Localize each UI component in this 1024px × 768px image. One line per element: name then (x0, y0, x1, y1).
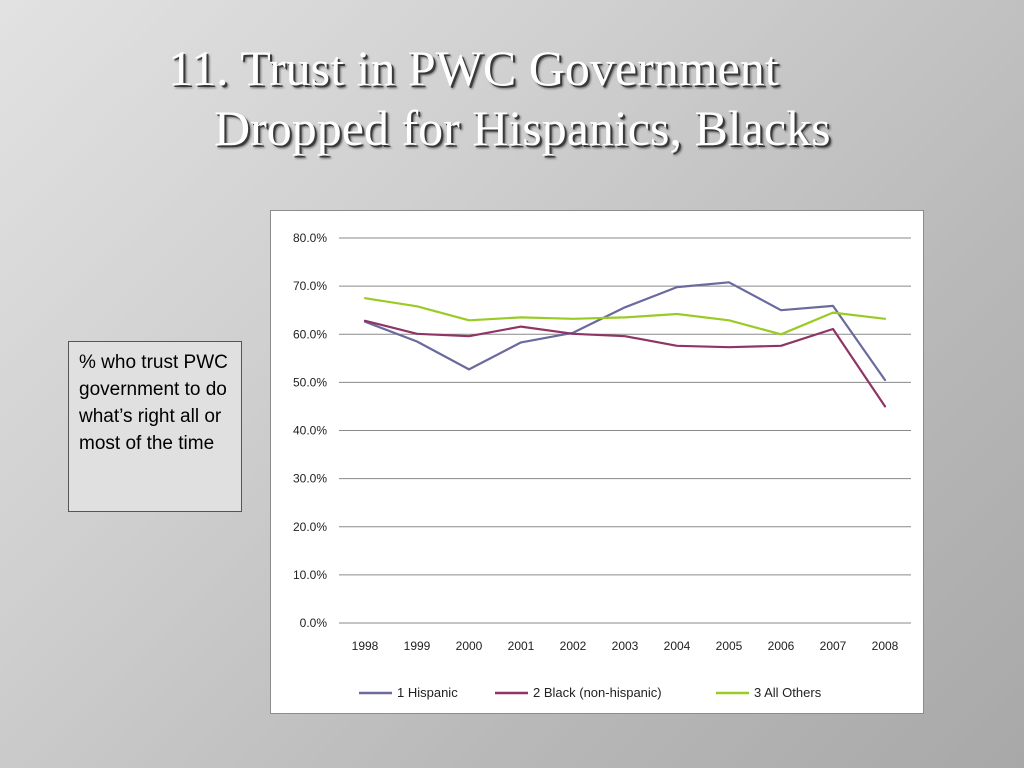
chart-note-box: % who trust PWC government to do what’s … (68, 341, 242, 512)
y-tick-label: 30.0% (293, 472, 327, 486)
legend-label: 3 All Others (754, 685, 822, 700)
title-line-2: Dropped for Hispanics, Blacks (214, 100, 831, 156)
legend-label: 1 Hispanic (397, 685, 458, 700)
chart-frame: 0.0% 10.0% 20.0% 30.0% 40.0% 50.0% 60.0% 70.0% 8… (270, 210, 924, 714)
y-tick-label: 0.0% (300, 616, 328, 630)
y-tick-label: 50.0% (293, 375, 327, 389)
x-tick-label: 2007 (820, 639, 847, 653)
legend-label: 2 Black (non-hispanic) (533, 685, 662, 700)
x-tick-label: 2000 (456, 639, 483, 653)
y-tick-label: 10.0% (293, 568, 327, 582)
series-line-1 (363, 281, 887, 382)
y-tick-label: 20.0% (293, 520, 327, 534)
series-line-3 (363, 297, 887, 336)
x-tick-label: 2006 (768, 639, 795, 653)
series-line-2 (363, 319, 887, 408)
y-tick-label: 80.0% (293, 231, 327, 245)
x-tick-label: 2008 (872, 639, 899, 653)
x-tick-label: 1999 (404, 639, 431, 653)
y-tick-label: 70.0% (293, 279, 327, 293)
chart-note-text: % who trust PWC government to do what’s … (79, 352, 228, 454)
x-tick-label: 2001 (508, 639, 535, 653)
slide-title: 11. Trust in PWC Government Dropped for … (168, 38, 1008, 158)
x-tick-label: 2003 (612, 639, 639, 653)
x-tick-label: 2002 (560, 639, 587, 653)
y-tick-label: 60.0% (293, 327, 327, 341)
line-chart: 0.0% 10.0% 20.0% 30.0% 40.0% 50.0% 60.0% 70.0% 8… (293, 231, 911, 700)
x-tick-label: 1998 (352, 639, 379, 653)
x-tick-label: 2005 (716, 639, 743, 653)
x-tick-label: 2004 (664, 639, 691, 653)
title-line-1: 11. Trust in PWC Government (168, 40, 779, 96)
y-tick-label: 40.0% (293, 424, 327, 438)
